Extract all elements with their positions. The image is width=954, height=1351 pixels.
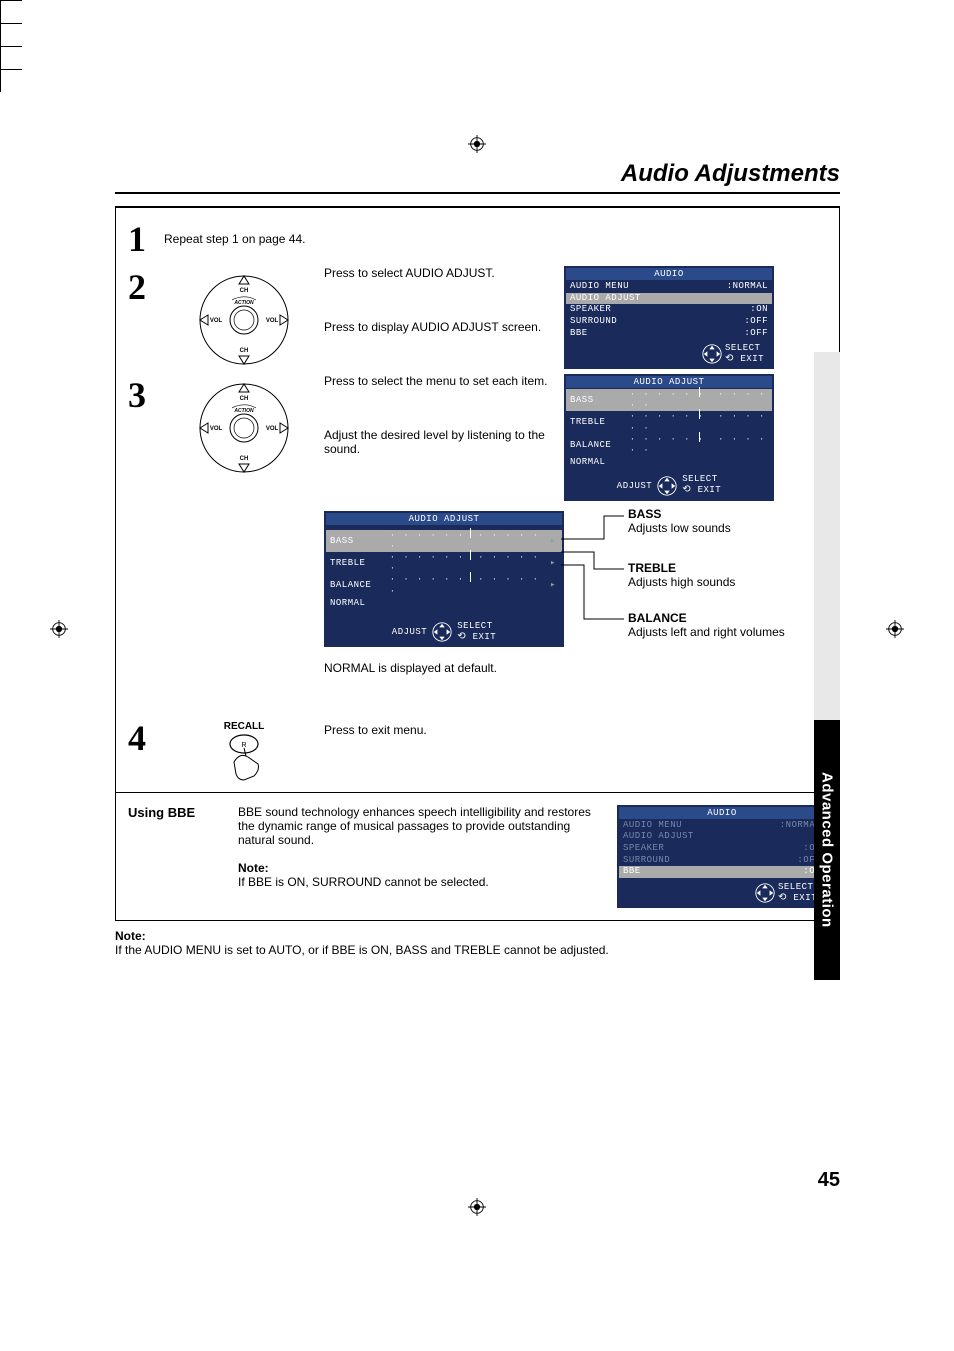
crop-mark	[0, 23, 22, 24]
instruction-box: 1 Repeat step 1 on page 44. 2 CH CH VOL	[115, 206, 840, 793]
osd-label: TREBLE	[570, 416, 630, 429]
osd-value: :OFF	[744, 328, 768, 340]
svg-text:VOL: VOL	[210, 318, 223, 324]
osd-label: SPEAKER	[570, 304, 611, 316]
osd-label: SPEAKER	[623, 843, 664, 855]
osd-audio-screen: AUDIO AUDIO MENU :NORMAL AUDIO ADJUST SPE…	[564, 266, 774, 369]
osd-value: :OFF	[744, 316, 768, 328]
bbe-body-text: BBE sound technology enhances speech int…	[238, 805, 605, 847]
svg-text:CH: CH	[240, 288, 249, 294]
svg-text:R: R	[241, 742, 246, 749]
note-label: Note:	[238, 861, 605, 875]
instruction-text: Press to display AUDIO ADJUST screen.	[324, 320, 548, 334]
footnote: Note: If the AUDIO MENU is set to AUTO, …	[115, 929, 840, 957]
osd-label: SURROUND	[623, 855, 670, 867]
slider-icon: · · · · · · · · · · · ·	[630, 411, 768, 433]
step-3: 3 CH CH VOL VOL ACTION	[128, 374, 827, 501]
note-body: If BBE is ON, SURROUND cannot be selecte…	[238, 875, 605, 889]
osd-value: :ON	[750, 304, 768, 316]
svg-text:CH: CH	[240, 396, 249, 402]
svg-text:CH: CH	[240, 348, 249, 354]
osd-footer-exit: EXIT	[740, 354, 764, 364]
crop-mark	[0, 69, 22, 70]
recall-label: RECALL	[224, 721, 265, 732]
dpad-icon	[754, 882, 776, 904]
osd-label: NORMAL	[570, 456, 630, 469]
page-title: Audio Adjustments	[115, 160, 840, 194]
recall-button-icon: R	[214, 732, 274, 782]
callout-diagram: AUDIO ADJUST BASS· · · · · · · · · · · ·…	[324, 511, 827, 701]
registration-mark-icon	[468, 1198, 486, 1216]
slider-icon: · · · · · · · · · · · ·	[630, 389, 768, 411]
crop-mark	[0, 70, 1, 92]
osd-label: AUDIO MENU	[623, 820, 682, 832]
svg-text:CH: CH	[240, 456, 249, 462]
osd-value: :NORMAL	[727, 281, 768, 293]
crop-mark	[0, 1, 1, 23]
instruction-text: Adjust the desired level by listening to…	[324, 428, 548, 456]
osd-footer-select: SELECT	[725, 344, 764, 354]
step-number: 4	[128, 717, 164, 759]
crop-mark	[0, 47, 1, 69]
dpad-icon	[701, 343, 723, 365]
osd-label: AUDIO MENU	[570, 281, 629, 293]
osd-footer-exit: EXIT	[698, 485, 722, 495]
callout-balance: BALANCEAdjusts left and right volumes	[628, 611, 785, 639]
footnote-label: Note:	[115, 929, 146, 943]
osd-label: BASS	[570, 394, 630, 407]
instruction-text: Press to select AUDIO ADJUST.	[324, 266, 548, 280]
footnote-body: If the AUDIO MENU is set to AUTO, or if …	[115, 943, 609, 957]
svg-text:ACTION: ACTION	[233, 300, 254, 306]
osd-adjust-label: ADJUST	[617, 481, 652, 491]
svg-text:VOL: VOL	[266, 426, 279, 432]
osd-adjust-screen: AUDIO ADJUST BASS· · · · · · · · · · · ·…	[564, 374, 774, 501]
svg-text:VOL: VOL	[266, 318, 279, 324]
callout-treble: TREBLEAdjusts high sounds	[628, 561, 735, 589]
step-2: 2 CH CH VOL VOL ACTION	[128, 266, 827, 370]
osd-label: BALANCE	[570, 439, 630, 452]
dpad-icon	[656, 475, 678, 497]
step-number: 2	[128, 266, 164, 370]
osd-title: AUDIO	[566, 268, 772, 280]
crop-mark	[0, 24, 1, 46]
step-4: 4 RECALL R Press to exit menu.	[128, 717, 827, 782]
osd-label: SURROUND	[570, 316, 617, 328]
step-1: 1 Repeat step 1 on page 44.	[128, 218, 827, 260]
side-tab: Advanced Operation	[814, 720, 840, 980]
step-number: 1	[128, 218, 164, 260]
registration-mark-icon	[468, 135, 486, 153]
osd-title: AUDIO ADJUST	[566, 376, 772, 388]
step-text: Repeat step 1 on page 44.	[164, 218, 305, 246]
svg-text:VOL: VOL	[210, 426, 223, 432]
osd-title: AUDIO	[619, 807, 825, 819]
svg-text:ACTION: ACTION	[233, 408, 254, 414]
osd-footer-select: SELECT	[682, 475, 721, 485]
remote-dpad-icon: CH CH VOL VOL ACTION	[194, 270, 294, 370]
osd-label: AUDIO ADJUST	[570, 293, 641, 305]
slider-icon: · · · · · · · · · · · ·	[630, 434, 768, 456]
osd-bbe-screen: AUDIO AUDIO MENU:NORMAL AUDIO ADJUST SPE…	[617, 805, 827, 908]
callout-bass: BASSAdjusts low sounds	[628, 507, 731, 535]
registration-mark-icon	[50, 620, 68, 638]
bbe-box: Using BBE BBE sound technology enhances …	[115, 793, 840, 921]
osd-footer-select: SELECT	[778, 883, 817, 893]
instruction-text: Press to exit menu.	[324, 723, 548, 737]
remote-dpad-icon: CH CH VOL VOL ACTION	[194, 378, 294, 478]
caption-text: NORMAL is displayed at default.	[324, 661, 497, 675]
instruction-text: Press to select the menu to set each ite…	[324, 374, 548, 388]
osd-label: BBE	[570, 328, 588, 340]
registration-mark-icon	[886, 620, 904, 638]
crop-mark	[0, 46, 22, 47]
page-number: 45	[818, 1169, 840, 1192]
crop-mark	[0, 0, 22, 1]
bbe-heading: Using BBE	[128, 805, 238, 908]
osd-label: BBE	[623, 866, 641, 878]
osd-label: AUDIO ADJUST	[623, 831, 694, 843]
step-number: 3	[128, 374, 164, 501]
